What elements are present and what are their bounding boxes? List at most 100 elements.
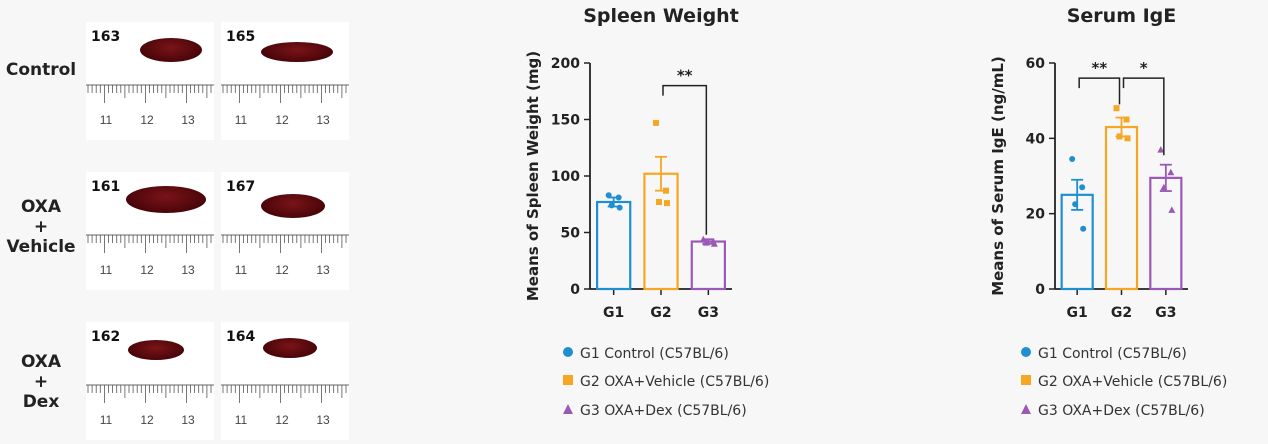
data-point [1116, 133, 1123, 140]
spleen-photo: 162 11 12 13 [86, 322, 214, 440]
group-label-line: + [33, 372, 49, 392]
spleen-weight-svg: Spleen Weight Means of Spleen Weight (mg)… [524, 5, 739, 321]
significance-bracket [1122, 77, 1165, 156]
bar-g3 [690, 240, 726, 291]
legend-label: G1 Control (C57BL/6) [580, 346, 729, 362]
ruler-label: 13 [181, 263, 195, 277]
significance-label: ** [677, 67, 693, 85]
group-label-control: Control [0, 60, 82, 80]
ruler-label: 12 [140, 413, 154, 427]
ruler-label: 13 [181, 113, 195, 127]
square-icon [562, 374, 580, 390]
x-tick-label: G1 [1067, 305, 1088, 321]
data-point [702, 239, 710, 246]
legend-item-g1: G1 Control (C57BL/6) [1020, 346, 1187, 362]
spleen-image [261, 194, 325, 218]
sample-id: 164 [226, 329, 256, 345]
group-label-line: Vehicle [6, 237, 76, 257]
ruler: 11 12 13 [221, 384, 349, 440]
spleen-photo: 167 11 12 13 [221, 172, 349, 290]
sample-id: 163 [91, 29, 121, 45]
chart-title: Serum IgE [1067, 5, 1177, 27]
legend-label: G3 OXA+Dex (C57BL/6) [580, 403, 747, 419]
sample-id: 162 [91, 329, 121, 345]
ruler: 11 12 13 [221, 84, 349, 140]
data-point [1123, 116, 1130, 123]
ruler-svg: 11 12 13 [86, 384, 214, 427]
legend-label: G3 OXA+Dex (C57BL/6) [1038, 403, 1205, 419]
serum-ige-svg: Serum IgE Means of Serum IgE (ng/mL) 0 20 40… [989, 5, 1188, 321]
sample-id: 167 [226, 179, 256, 195]
data-point [605, 192, 612, 199]
ruler-label: 13 [316, 263, 330, 277]
legend-label: G2 OXA+Vehicle (C57BL/6) [1038, 374, 1228, 390]
group-label-line: Dex [22, 392, 60, 412]
data-point [1168, 206, 1176, 213]
ruler-label: 12 [275, 263, 289, 277]
y-tick-label: 200 [551, 56, 580, 72]
y-tick-label: 50 [561, 226, 581, 242]
ruler: 11 12 13 [221, 234, 349, 290]
data-point [1124, 135, 1131, 142]
ruler-svg: 11 12 13 [86, 84, 214, 127]
circle-icon [1020, 346, 1038, 362]
ruler-label: 12 [140, 263, 154, 277]
y-tick-label: 40 [1026, 131, 1046, 147]
ruler-svg: 11 12 13 [221, 84, 349, 127]
ruler-label: 13 [316, 413, 330, 427]
error-bar [1159, 163, 1172, 192]
sample-id: 165 [226, 29, 256, 45]
ruler: 11 12 13 [86, 234, 214, 290]
ruler: 11 12 13 [86, 384, 214, 440]
x-tick-label: G2 [1111, 305, 1132, 321]
ruler-label: 11 [235, 263, 248, 277]
circle-icon [562, 346, 580, 362]
serum-ige-chart: Serum IgE Means of Serum IgE (ng/mL) 0 20 40… [970, 0, 1240, 330]
triangle-icon [1020, 403, 1038, 419]
ruler-label: 11 [235, 413, 248, 427]
data-point [699, 235, 707, 243]
data-point [1160, 183, 1168, 191]
ruler-svg: 11 12 13 [221, 234, 349, 277]
ruler-label: 11 [100, 413, 113, 427]
significance-bracket [662, 84, 708, 235]
spleen-photo: 161 11 12 13 [86, 172, 214, 290]
ruler-label: 12 [275, 113, 289, 127]
group-label-line: Control [5, 60, 77, 80]
ruler: 11 12 13 [86, 84, 214, 140]
legend-item-g3: G3 OXA+Dex (C57BL/6) [562, 403, 747, 419]
bar-g1 [595, 200, 632, 291]
spleen-image [128, 340, 184, 360]
triangle-icon [562, 403, 580, 419]
legend-label: G1 Control (C57BL/6) [1038, 346, 1187, 362]
y-tick-label: 150 [551, 113, 580, 129]
group-label-line: + [33, 217, 49, 237]
data-point [656, 198, 662, 205]
legend-label: G2 OXA+Vehicle (C57BL/6) [580, 374, 770, 390]
data-point [664, 200, 670, 207]
data-point [616, 204, 623, 211]
ruler-svg: 11 12 13 [221, 384, 349, 427]
significance-label: ** [1091, 59, 1107, 77]
ruler-label: 12 [140, 113, 154, 127]
spleen-photo: 165 11 12 13 [221, 22, 349, 140]
group-label-line: OXA [20, 352, 62, 372]
data-point [1079, 184, 1086, 191]
ruler-label: 11 [100, 113, 113, 127]
spleen-image [126, 186, 206, 213]
data-point [1113, 105, 1120, 112]
sample-id: 161 [91, 179, 121, 195]
spleen-image [261, 42, 333, 62]
group-label-oxa-vehicle: OXA + Vehicle [0, 197, 82, 257]
data-point [1167, 168, 1175, 176]
y-tick-label: 0 [1035, 282, 1045, 298]
spleen-photo: 163 11 12 13 [86, 22, 214, 140]
ruler-label: 13 [181, 413, 195, 427]
ruler-label: 13 [316, 113, 330, 127]
y-axis-label: Means of Spleen Weight (mg) [524, 51, 542, 301]
legend-item-g2: G2 OXA+Vehicle (C57BL/6) [1020, 374, 1227, 390]
y-tick-label: 20 [1026, 207, 1046, 223]
data-point [1080, 225, 1087, 232]
group-label-line: OXA [20, 197, 62, 217]
data-point [1072, 201, 1079, 208]
